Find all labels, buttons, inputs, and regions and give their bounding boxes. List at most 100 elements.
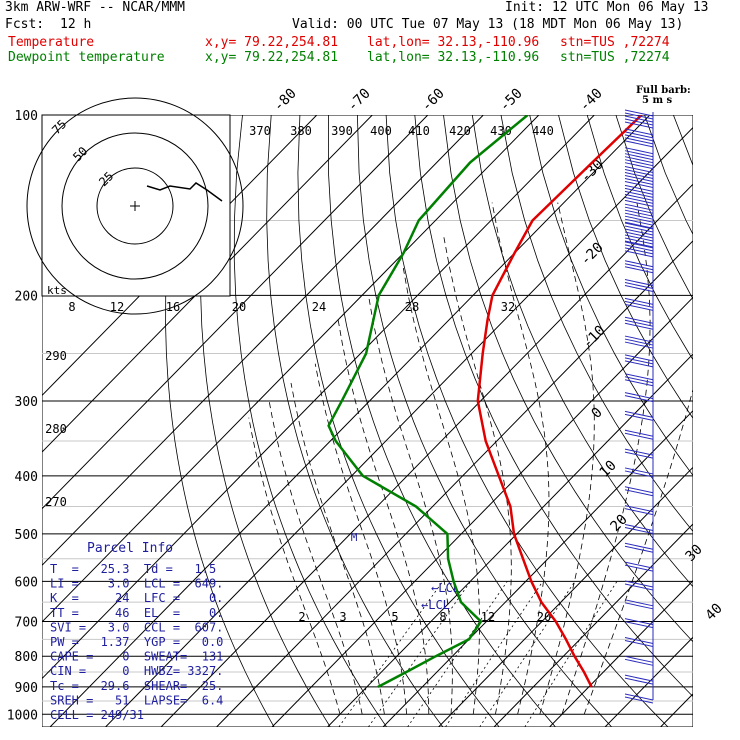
diagram-grid xyxy=(42,115,740,727)
wind-barb xyxy=(624,467,654,478)
moist-adiabat xyxy=(561,202,651,715)
isotherm-label: -40 xyxy=(577,86,606,115)
barb-flag xyxy=(624,112,654,120)
pressure-label: 800 xyxy=(15,650,38,665)
barb-flag xyxy=(624,658,654,666)
wind-barb xyxy=(624,693,654,704)
lcl-marker: ←LCL xyxy=(431,581,460,595)
dry-adiabat xyxy=(385,115,669,727)
hodo-speed-label: 28 xyxy=(405,300,419,314)
pressure-label: 700 xyxy=(15,615,38,630)
barb-flag xyxy=(624,193,654,201)
dry-adiabat xyxy=(586,115,693,361)
barb-flag xyxy=(624,178,654,186)
isotherm-label: -10 xyxy=(580,323,609,352)
barb-flag xyxy=(624,379,654,387)
moist-adiabat xyxy=(402,267,480,715)
dry-adiabat xyxy=(443,115,693,643)
barb-flag xyxy=(624,639,654,647)
isotherm xyxy=(49,115,651,727)
barb-flag xyxy=(624,322,654,330)
isotherm xyxy=(438,466,693,727)
dry-adiabat xyxy=(414,115,693,698)
barb-flag xyxy=(624,231,654,239)
barb-flag xyxy=(624,166,654,174)
wind-barb xyxy=(624,674,654,685)
barb-flag xyxy=(624,621,654,629)
barb-flag xyxy=(624,206,654,214)
mixing-ratio-line xyxy=(338,581,444,727)
valid-time: Valid: 00 UTC Tue 07 May 13 (18 MDT Mon … xyxy=(292,17,684,32)
isotherm-label: 40 xyxy=(703,601,726,624)
isotherm-label: 0 xyxy=(589,405,606,422)
dewpoint-latlon: lat,lon= 32.13,-110.96 xyxy=(367,50,540,65)
wind-barb xyxy=(624,542,654,553)
wind-barb xyxy=(624,599,654,610)
barb-flag xyxy=(624,181,654,189)
barb-flag xyxy=(624,655,654,663)
wind-barb xyxy=(624,279,654,293)
dry-adiabat xyxy=(702,115,740,727)
pressure-label: 1000 xyxy=(7,708,38,723)
isotherm xyxy=(42,115,484,567)
wind-barb xyxy=(624,316,654,330)
dewpoint-curve xyxy=(327,115,529,689)
barb-flag xyxy=(624,303,654,311)
wind-barb xyxy=(624,147,654,170)
m-marker: M xyxy=(351,531,358,544)
barb-flag xyxy=(624,162,654,170)
barb-flag xyxy=(624,190,654,198)
theta-label: 380 xyxy=(290,124,312,138)
barb-flag xyxy=(624,467,654,475)
barb-flag xyxy=(624,209,654,217)
mixing-ratio-label: 12 xyxy=(481,610,495,624)
barb-flag xyxy=(624,486,654,494)
barb-flag xyxy=(624,228,654,236)
isotherm-label: -60 xyxy=(419,86,448,115)
dewpoint-station: stn=TUS ,72274 xyxy=(560,50,670,65)
theta-label: 370 xyxy=(249,124,271,138)
barb-flag xyxy=(624,674,654,682)
barb-flag xyxy=(624,134,654,142)
wind-barb xyxy=(624,354,654,368)
barb-flag xyxy=(624,150,654,158)
init-time: Init: 12 UTC Mon 06 May 13 xyxy=(505,0,709,15)
barb-flag xyxy=(624,561,654,569)
theta-label: 280 xyxy=(45,422,67,436)
parcel-info-line: TT = 46 EL = 0. xyxy=(50,606,223,620)
barb-flag xyxy=(624,599,654,607)
moist-adiabat xyxy=(314,363,407,715)
barb-flag xyxy=(624,218,654,226)
parcel-info-box: Parcel Info T = 25.3 Td = 1.5LI = 3.0 LC… xyxy=(50,541,223,722)
moist-adiabat xyxy=(337,320,430,715)
lcl-marker: ←LCL xyxy=(421,598,450,612)
barb-flag xyxy=(624,266,654,274)
hodo-speed-label: 16 xyxy=(166,300,180,314)
isotherm xyxy=(42,115,540,623)
barb-flag xyxy=(624,147,654,155)
barb-flag xyxy=(624,115,654,123)
hodo-speed-label: 24 xyxy=(312,300,326,314)
theta-label: 430 xyxy=(490,124,512,138)
dewpoint-legend: Dewpoint temperature xyxy=(8,50,165,65)
wind-barb xyxy=(624,128,654,148)
mixing-ratio-line xyxy=(524,581,618,727)
barb-legend-line2: 5 m s xyxy=(642,95,673,106)
mixing-ratio-line xyxy=(445,581,544,727)
model-title: 3km ARW-WRF -- NCAR/MMM xyxy=(5,0,186,15)
barb-flag xyxy=(624,451,654,459)
parcel-info-line: T = 25.3 Td = 1.5 xyxy=(50,562,216,576)
isotherm xyxy=(42,115,373,453)
isotherm xyxy=(549,579,693,727)
barb-flag xyxy=(624,432,654,440)
wind-barb xyxy=(624,335,654,349)
hodo-speed-label: 20 xyxy=(232,300,246,314)
barb-flag xyxy=(624,677,654,685)
isotherm xyxy=(716,115,740,727)
parcel-info-line: CIN = 0 HWBZ= 3327. xyxy=(50,664,223,678)
isotherm xyxy=(493,523,693,727)
barb-flag xyxy=(624,523,654,531)
dry-adiabat xyxy=(615,115,693,300)
parcel-info-line: SVI = 3.0 CCL = 607. xyxy=(50,620,223,634)
dry-adiabat xyxy=(471,115,693,588)
